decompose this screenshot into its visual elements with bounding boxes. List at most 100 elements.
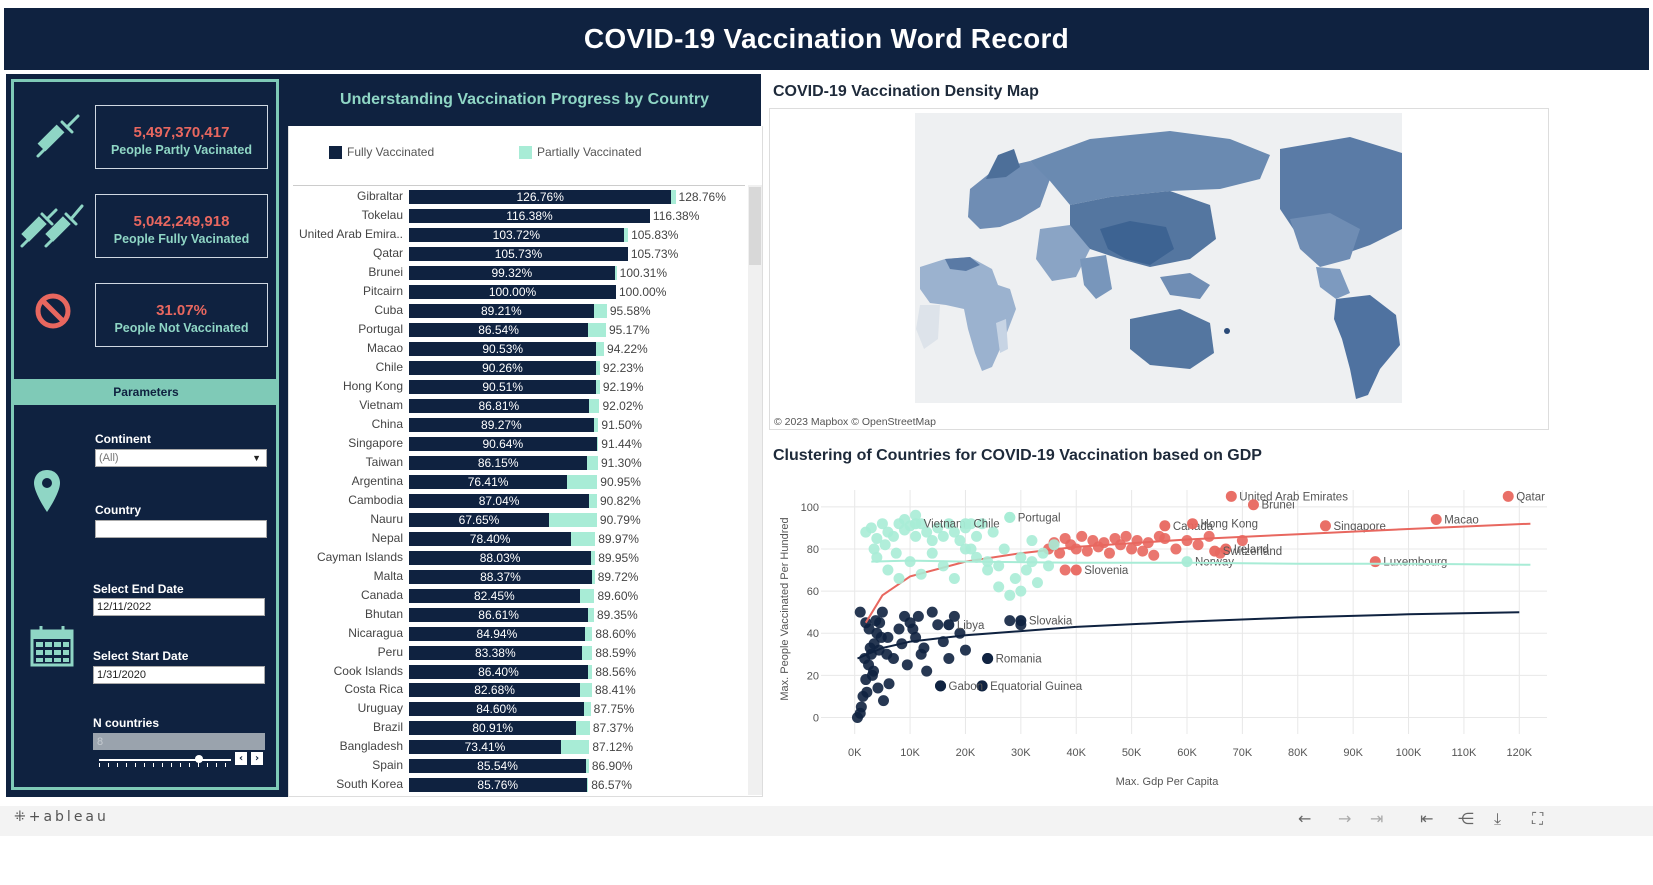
scatter-point[interactable]: [870, 615, 882, 627]
bar-full[interactable]: [409, 417, 594, 432]
scatter-point[interactable]: [937, 530, 949, 542]
scatter-point[interactable]: [865, 522, 877, 534]
scatter-point[interactable]: [932, 619, 944, 631]
scatter-point[interactable]: [1059, 564, 1071, 576]
end-date-input[interactable]: 12/11/2022: [93, 598, 265, 616]
scatter-chart[interactable]: 0K 10K 20K 30K 40K 50K 60K 70K 80K 90K 100K 110K 120…: [769, 470, 1553, 800]
scatter-point[interactable]: [877, 695, 889, 707]
bar-full[interactable]: [409, 569, 592, 584]
scatter-point[interactable]: [1076, 530, 1088, 542]
chevron-left-icon[interactable]: ‹: [235, 752, 247, 765]
scatter-point[interactable]: [1009, 572, 1021, 584]
redo-icon[interactable]: →: [1338, 809, 1352, 828]
bar-full[interactable]: [409, 436, 597, 451]
fullscreen-icon[interactable]: ⛶: [1532, 809, 1544, 828]
scatter-point[interactable]: [993, 581, 1005, 593]
scatter-point[interactable]: [976, 518, 988, 530]
bar-full[interactable]: [409, 740, 561, 755]
scatter-point[interactable]: [871, 551, 883, 563]
scatter-point-labeled[interactable]: [943, 619, 955, 631]
scatter-point[interactable]: [921, 665, 933, 677]
bar-full[interactable]: [409, 493, 590, 508]
n-countries-input[interactable]: 8: [93, 733, 265, 750]
scatter-point[interactable]: [1081, 545, 1093, 557]
bar-full[interactable]: [409, 265, 615, 280]
scatter-point[interactable]: [868, 665, 880, 677]
scatter-point[interactable]: [910, 530, 922, 542]
scatter-point-labeled[interactable]: [1225, 490, 1237, 502]
reset-icon[interactable]: ⇤: [1420, 809, 1434, 828]
scatter-point[interactable]: [932, 522, 944, 534]
world-map[interactable]: [770, 109, 1550, 431]
scatter-point[interactable]: [926, 606, 938, 618]
scatter-point-labeled[interactable]: [982, 652, 994, 664]
scatter-point[interactable]: [1031, 577, 1043, 589]
scatter-point[interactable]: [943, 652, 955, 664]
scatter-point[interactable]: [1170, 543, 1182, 555]
scatter-point[interactable]: [887, 530, 899, 542]
scatter-point[interactable]: [1098, 537, 1110, 549]
scatter-point-labeled[interactable]: [1159, 520, 1171, 532]
scatter-point[interactable]: [876, 606, 888, 618]
bar-full[interactable]: [409, 360, 596, 375]
share-icon[interactable]: ⋲: [1458, 809, 1474, 828]
scatter-point[interactable]: [993, 560, 1005, 572]
scatter-point[interactable]: [871, 532, 883, 544]
bar-full[interactable]: [409, 227, 624, 242]
scatter-point[interactable]: [959, 644, 971, 656]
slider-handle[interactable]: [195, 755, 203, 763]
scatter-point[interactable]: [1070, 543, 1082, 555]
bar-full[interactable]: [409, 645, 582, 660]
scatter-point[interactable]: [926, 547, 938, 559]
scatter-point[interactable]: [948, 610, 960, 622]
scatter-point[interactable]: [954, 535, 966, 547]
scatter-point-labeled[interactable]: [1319, 520, 1331, 532]
scatter-point-labeled[interactable]: [1247, 499, 1259, 511]
scatter-point[interactable]: [915, 568, 927, 580]
bar-full[interactable]: [409, 512, 550, 527]
bar-full[interactable]: [409, 455, 588, 470]
scatter-point[interactable]: [1148, 549, 1160, 561]
bar-full[interactable]: [409, 284, 616, 299]
scatter-point[interactable]: [882, 564, 894, 576]
scatter-point[interactable]: [948, 572, 960, 584]
scatter-point[interactable]: [918, 642, 930, 654]
scatter-point[interactable]: [1103, 547, 1115, 559]
scatter-point[interactable]: [926, 535, 938, 547]
bar-full[interactable]: [409, 588, 580, 603]
scatter-point[interactable]: [893, 623, 905, 635]
scatter-point-labeled[interactable]: [1181, 556, 1193, 568]
scatter-point[interactable]: [854, 606, 866, 618]
scatter-point[interactable]: [912, 610, 924, 622]
scatter-point[interactable]: [1048, 539, 1060, 551]
scatter-point[interactable]: [1004, 615, 1016, 627]
scatter-point[interactable]: [959, 543, 971, 555]
scatter-point-labeled[interactable]: [1502, 490, 1514, 502]
scatter-point-labeled[interactable]: [1070, 564, 1082, 576]
bar-full[interactable]: [409, 531, 572, 546]
n-countries-slider-track[interactable]: [99, 759, 231, 761]
bar-full[interactable]: [409, 246, 628, 261]
scatter-point[interactable]: [890, 547, 902, 559]
scatter-point[interactable]: [1026, 535, 1038, 547]
scatter-point[interactable]: [1015, 551, 1027, 563]
scatter-point-labeled[interactable]: [1209, 545, 1221, 557]
scatter-point-labeled[interactable]: [976, 680, 988, 692]
bar-full[interactable]: [409, 721, 577, 736]
chevron-right-icon[interactable]: ›: [251, 752, 263, 765]
scatter-point[interactable]: [855, 701, 867, 713]
scatter-point[interactable]: [904, 556, 916, 568]
scatter-point[interactable]: [1181, 535, 1193, 547]
scatter-point-labeled[interactable]: [959, 518, 971, 530]
bar-full[interactable]: [409, 379, 597, 394]
bar-full[interactable]: [409, 664, 588, 679]
scatter-point[interactable]: [864, 642, 876, 654]
undo-icon[interactable]: ←: [1298, 809, 1312, 828]
continent-select[interactable]: (All) ▼: [95, 449, 267, 467]
scatter-point[interactable]: [1131, 535, 1143, 547]
scatter-point[interactable]: [872, 682, 884, 694]
bar-full[interactable]: [409, 303, 594, 318]
scatter-point[interactable]: [1037, 547, 1049, 559]
scatter-point[interactable]: [982, 564, 994, 576]
bar-full[interactable]: [409, 683, 581, 698]
